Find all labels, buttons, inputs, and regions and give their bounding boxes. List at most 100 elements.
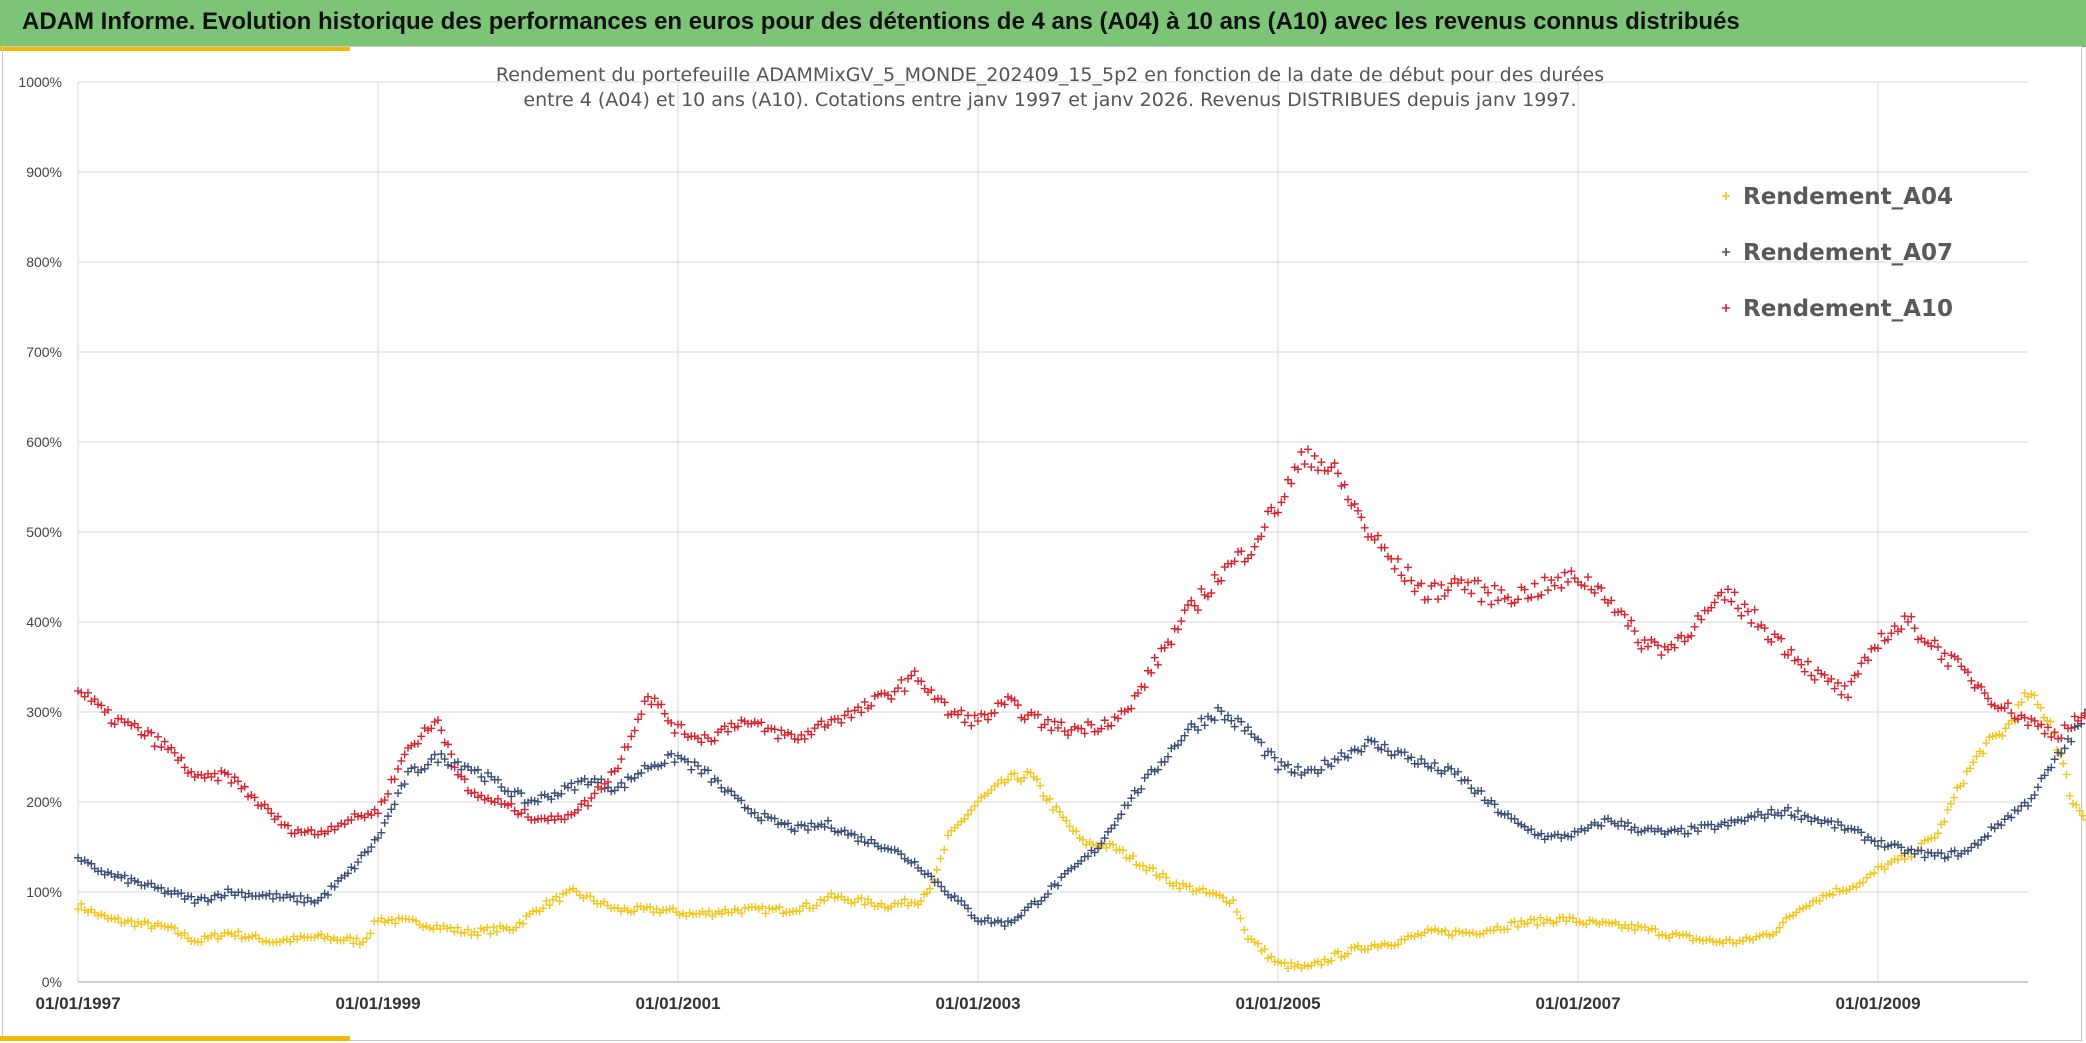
data-point <box>844 707 852 716</box>
data-point <box>387 805 396 814</box>
data-point <box>604 777 612 786</box>
data-point <box>260 800 269 809</box>
data-point <box>367 843 376 852</box>
data-point <box>293 897 302 906</box>
data-point <box>474 765 482 774</box>
legend-marker <box>1722 192 1730 200</box>
data-point <box>1954 655 1962 664</box>
data-point <box>857 894 866 903</box>
data-point <box>1984 694 1992 703</box>
data-point <box>1354 506 1362 515</box>
data-point <box>2057 749 2066 758</box>
data-point <box>1427 926 1436 935</box>
data-point <box>1184 725 1192 734</box>
data-point <box>1664 645 1672 654</box>
data-point <box>564 783 572 792</box>
x-tick-label: 01/01/2005 <box>1235 994 1320 1013</box>
data-point <box>1087 720 1096 729</box>
data-point <box>800 821 809 830</box>
data-point <box>624 742 632 751</box>
data-point <box>1240 925 1249 934</box>
data-point <box>1569 914 1577 923</box>
data-point <box>170 748 179 757</box>
data-point <box>1777 634 1786 643</box>
data-point <box>87 859 96 868</box>
data-point <box>97 701 106 710</box>
data-point <box>265 889 274 898</box>
data-point <box>507 792 516 801</box>
y-tick-label: 500% <box>26 524 62 540</box>
data-point <box>634 715 642 724</box>
x-tick-label: 01/01/1997 <box>35 994 120 1013</box>
data-point <box>802 899 811 908</box>
data-point <box>1720 595 1729 604</box>
data-point <box>1880 865 1889 874</box>
data-point <box>1294 762 1302 771</box>
data-point <box>412 916 421 925</box>
data-point <box>2084 709 2086 711</box>
data-point <box>1097 724 1106 733</box>
data-point <box>2000 704 2009 713</box>
data-point <box>1944 853 1952 862</box>
data-point <box>1304 445 1312 454</box>
data-point <box>1344 495 1352 504</box>
data-point <box>258 937 267 946</box>
data-point <box>519 919 527 928</box>
data-point <box>940 845 949 854</box>
data-point <box>364 847 372 856</box>
data-point <box>646 902 655 911</box>
data-point <box>2059 759 2068 768</box>
data-point <box>734 722 742 731</box>
data-point <box>1290 769 1299 778</box>
data-point <box>964 810 972 819</box>
data-point <box>1944 662 1952 671</box>
data-point <box>450 763 459 772</box>
data-point <box>1284 964 1292 973</box>
data-point <box>310 933 319 942</box>
data-point <box>1805 901 1814 910</box>
data-point <box>380 796 389 805</box>
data-point <box>391 919 400 928</box>
data-point <box>1247 550 1256 559</box>
data-point <box>630 726 639 735</box>
data-point <box>637 768 646 777</box>
data-point <box>1884 635 1892 644</box>
data-point <box>714 776 722 785</box>
data-point <box>1224 711 1232 720</box>
data-point <box>1514 595 1522 604</box>
y-tick-label: 900% <box>26 164 62 180</box>
data-point <box>1966 764 1975 773</box>
data-point <box>964 904 972 913</box>
data-point <box>397 756 406 765</box>
data-point <box>970 802 979 811</box>
data-point <box>1357 513 1366 522</box>
data-point <box>1830 823 1839 832</box>
data-point <box>429 925 438 934</box>
data-point <box>1360 742 1369 751</box>
data-point <box>1370 737 1379 746</box>
data-point <box>1020 715 1029 724</box>
data-point <box>644 692 652 701</box>
header-banner: ADAM Informe. Evolution historique des p… <box>0 0 2086 47</box>
data-point <box>374 809 382 818</box>
data-point <box>1637 644 1646 653</box>
data-point <box>1844 693 1852 702</box>
data-point <box>850 830 859 839</box>
data-point <box>580 796 589 805</box>
data-point <box>1969 758 1978 767</box>
data-point <box>1055 807 1064 816</box>
data-point <box>1039 792 1048 801</box>
data-point <box>90 695 99 704</box>
axes: 0% 100% 200% 300% 400% 500% 600% 700% 800% 900% 10… <box>18 74 2028 1013</box>
data-point <box>517 789 526 798</box>
data-point <box>1972 752 1981 761</box>
data-point <box>272 889 281 898</box>
data-point <box>1984 832 1992 841</box>
data-point <box>2004 699 2012 708</box>
data-marks <box>74 445 2086 973</box>
data-point <box>414 739 422 748</box>
data-point <box>840 711 849 720</box>
data-point <box>824 816 832 825</box>
data-point <box>1440 591 1449 600</box>
data-point <box>1520 585 1529 594</box>
